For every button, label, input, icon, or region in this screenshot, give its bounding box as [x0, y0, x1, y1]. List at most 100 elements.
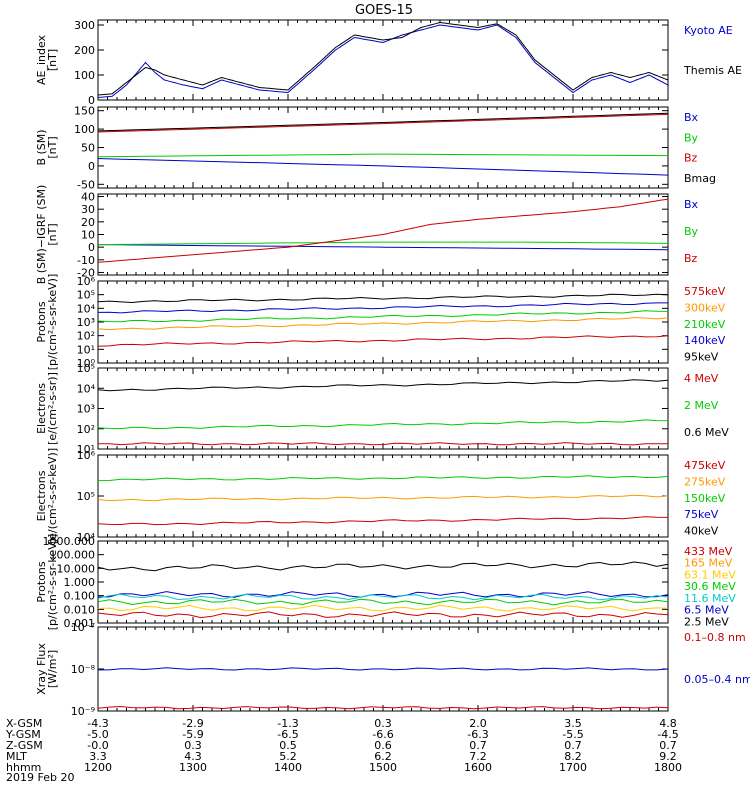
- series-bigrf-0: [97, 244, 669, 251]
- y-tick-label: 10⁻⁷: [71, 621, 95, 634]
- series-electrons1-2: [97, 379, 669, 392]
- legend-item: 95keV: [684, 351, 719, 364]
- legend-item: 275keV: [684, 475, 726, 488]
- panel-ylabel: Protons[p/(cm²-s-sr-keV)]: [35, 274, 59, 371]
- series-protons-1: [97, 302, 668, 314]
- ylabel-line: [W/m²]: [46, 650, 59, 688]
- panel-bsm: -50 0 50 100 150 B (SM)[nT] Bx By Bz Bmag: [35, 105, 716, 192]
- y-tick-label: 10⁻⁹: [71, 705, 95, 718]
- y-tick-label: 1.000: [64, 576, 96, 589]
- panel-electrons2: 10⁴ 10⁵ 10⁶ Electrons[e/(cm²-s-sr-keV)] 475k…: [35, 448, 726, 544]
- y-tick-label: -50: [77, 178, 95, 191]
- footer-row-label: X-GSM: [6, 717, 42, 730]
- y-tick-label: 10¹: [77, 343, 95, 356]
- series-electrons2-0: [97, 516, 669, 526]
- y-tick-label: 0.001: [64, 617, 96, 630]
- footer-value: -5.0: [87, 728, 108, 741]
- series-electrons2-1: [97, 494, 669, 502]
- y-tick-label: 10¹: [77, 443, 95, 456]
- legend-item: 0.1–0.8 nm: [684, 631, 746, 644]
- series-protons2-3: [97, 598, 669, 606]
- y-tick-label: 10.000: [57, 562, 96, 575]
- legend-item: 475keV: [684, 459, 726, 472]
- panel-ae: 0 100 200 300 AE_index[nT] Kyoto AE Themis AE: [35, 19, 742, 107]
- ylabel-line: Xray Flux: [35, 643, 48, 695]
- ylabel-line: [nT]: [46, 136, 59, 158]
- legend-item: Themis AE: [683, 64, 742, 77]
- y-tick-label: 10⁴: [77, 382, 96, 395]
- y-tick-label: 200: [74, 44, 95, 57]
- series-xray-0: [98, 667, 669, 671]
- legend-item: Kyoto AE: [684, 24, 733, 37]
- footer-value: 0.3: [374, 717, 392, 730]
- y-tick-label: 50: [81, 142, 95, 155]
- footer-value: 3.3: [89, 750, 107, 763]
- series-bigrf-1: [97, 241, 669, 246]
- ylabel-line: [nT]: [46, 49, 59, 71]
- ylabel-line: Electrons: [35, 383, 48, 434]
- panel-protons2: 0.0010.0100.1001.00010.000100.0001000.00…: [35, 534, 736, 631]
- legend-item: 210keV: [684, 318, 726, 331]
- legend-item: 4 MeV: [684, 372, 719, 385]
- panel-frame: [97, 280, 669, 364]
- footer-value: 1400: [274, 761, 302, 774]
- footer-value: -4.5: [657, 728, 678, 741]
- footer-value: 1500: [369, 761, 397, 774]
- ylabel-line: [nT]: [46, 223, 59, 245]
- series-ae-0: [97, 24, 669, 98]
- ylabel-line: Protons: [35, 561, 48, 602]
- legend-item: By: [684, 225, 699, 238]
- y-tick-label: 10²: [77, 423, 95, 436]
- legend-item: 433 MeV: [684, 545, 733, 558]
- footer-value: 0.6: [374, 739, 392, 752]
- series-protons-4: [97, 335, 669, 347]
- chart-title: GOES-15: [355, 3, 413, 18]
- series-protons2-0: [97, 561, 669, 572]
- ylabel-line: [e/(cm²-s-sr-keV)]: [46, 448, 59, 544]
- y-tick-label: 10⁻⁸: [71, 663, 96, 676]
- footer-value: 7.2: [469, 750, 487, 763]
- panel-frame: [97, 367, 669, 450]
- legend-item: 63.1 MeV: [684, 568, 736, 581]
- footer-value: 4.3: [184, 750, 202, 763]
- ylabel-line: Electrons: [35, 470, 48, 521]
- footer-value: 0.3: [184, 739, 202, 752]
- y-tick-label: 10³: [77, 403, 95, 416]
- panel-frame: [97, 19, 669, 101]
- y-tick-label: 10⁰: [77, 357, 96, 370]
- ylabel-line: AE_index: [35, 34, 48, 85]
- legend-item: 30.6 MeV: [684, 580, 736, 593]
- legend-item: Bz: [684, 252, 698, 265]
- footer-value: -4.3: [87, 717, 108, 730]
- y-tick-label: 10⁵: [77, 289, 95, 302]
- footer-value: 0.5: [279, 739, 297, 752]
- footer-value: 1200: [84, 761, 112, 774]
- series-bsm-2: [97, 113, 669, 133]
- footer-value: 4.8: [659, 717, 677, 730]
- legend-item: Bx: [684, 111, 699, 124]
- series-protons-0: [97, 293, 669, 304]
- legend-item: Bx: [684, 198, 699, 211]
- ylabel-line: Protons: [35, 301, 48, 342]
- y-tick-label: 30: [81, 203, 95, 216]
- legend-item: 11.6 MeV: [684, 592, 736, 605]
- legend-item: 140keV: [684, 334, 726, 347]
- footer-value: 0.7: [659, 739, 677, 752]
- panel-frame: [97, 454, 669, 538]
- y-tick-label: 0: [88, 241, 95, 254]
- series-electrons1-0: [98, 442, 669, 446]
- legend-item: 150keV: [684, 492, 726, 505]
- footer-value: -6.6: [372, 728, 393, 741]
- legend-item: 2.5 MeV: [684, 615, 729, 628]
- series-protons2-2: [97, 593, 669, 601]
- footer-value: 2.0: [469, 717, 487, 730]
- y-tick-label: 10⁵: [77, 362, 95, 375]
- series-electrons1-1: [97, 419, 669, 430]
- footer-value: 9.2: [659, 750, 677, 763]
- footer-value: 1300: [179, 761, 207, 774]
- footer-value: -6.5: [277, 728, 298, 741]
- panel-ylabel: Protons[p/(cm²-s-sr-keV)]: [35, 534, 59, 631]
- footer-value: 3.5: [564, 717, 582, 730]
- footer-value: 1700: [559, 761, 587, 774]
